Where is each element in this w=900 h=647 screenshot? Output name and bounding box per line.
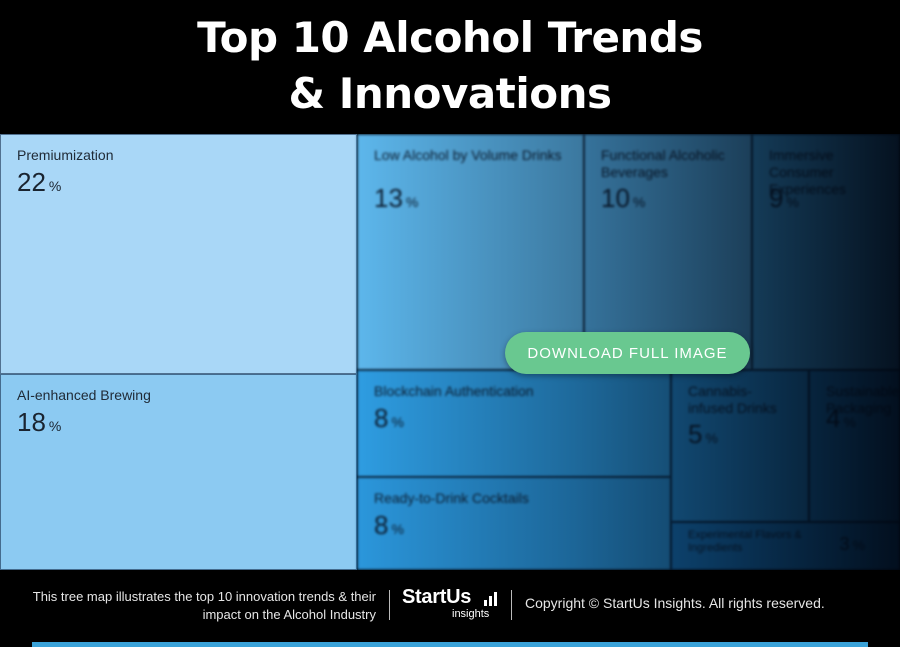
- logo-sub-text: insights: [452, 608, 490, 620]
- treemap-cell: Immersive Consumer Experiences 9%: [752, 134, 900, 370]
- treemap-cell-label: AI-enhanced Brewing: [17, 387, 151, 403]
- treemap-cell-value: 8%: [374, 510, 404, 540]
- treemap-cell-value: 18%: [17, 407, 62, 437]
- treemap-cell: Ready-to-Drink Cocktails 8%: [357, 477, 671, 570]
- bottom-accent-bar: [32, 642, 868, 647]
- treemap-cell: Premiumization 22%: [0, 134, 357, 374]
- logo-brand-text: StartUs: [402, 586, 472, 608]
- treemap-cell-value: 22%: [17, 167, 62, 197]
- footer: This tree map illustrates the top 10 inn…: [0, 570, 900, 647]
- treemap-cell: Experimental Flavors & Ingredients 3%: [671, 522, 900, 570]
- treemap-chart: Premiumization 22% AI-enhanced Brewing 18% L…: [0, 134, 900, 570]
- treemap-cell-label: Ready-to-Drink Cocktails: [374, 490, 529, 506]
- treemap-cell-value: 3%: [839, 534, 865, 554]
- treemap-cell-label: Functional Alcoholic Beverages: [601, 147, 725, 180]
- startus-insights-logo: StartUs insights: [402, 586, 502, 626]
- treemap-cell: Cannabis-infused Drinks 5%: [671, 370, 809, 522]
- treemap-cell-value: 10%: [601, 183, 646, 213]
- treemap-cell-label: Premiumization: [17, 147, 114, 163]
- treemap-cell-label: Cannabis-infused Drinks: [688, 383, 777, 416]
- treemap-cell-label: Experimental Flavors & Ingredients: [688, 529, 802, 554]
- treemap-cell: AI-enhanced Brewing 18%: [0, 374, 357, 570]
- title-line-1: Top 10 Alcohol Trends: [197, 13, 703, 62]
- treemap-cell-value: 5%: [688, 419, 718, 449]
- bar-chart-icon: [484, 592, 498, 606]
- treemap-cell-value: 9%: [769, 183, 799, 213]
- treemap-cell-value: 4%: [826, 403, 856, 433]
- title-line-2: & Innovations: [288, 69, 612, 118]
- footer-caption: This tree map illustrates the top 10 inn…: [32, 589, 376, 622]
- treemap-cell-label: Low Alcohol by Volume Drinks: [374, 147, 562, 163]
- footer-divider: [389, 590, 390, 620]
- treemap-cell-value: 13%: [374, 183, 419, 213]
- page-title: Top 10 Alcohol Trends & Innovations: [0, 10, 900, 122]
- treemap-cell: Blockchain Authentication 8%: [357, 370, 671, 477]
- footer-divider: [511, 590, 512, 620]
- download-full-image-button[interactable]: DOWNLOAD FULL IMAGE: [505, 332, 750, 374]
- treemap-cell-label: Blockchain Authentication: [374, 383, 534, 399]
- copyright-text: Copyright © StartUs Insights. All rights…: [525, 595, 825, 611]
- treemap-cell-value: 8%: [374, 403, 404, 433]
- treemap-cell: Sustainable Packaging 4%: [809, 370, 900, 522]
